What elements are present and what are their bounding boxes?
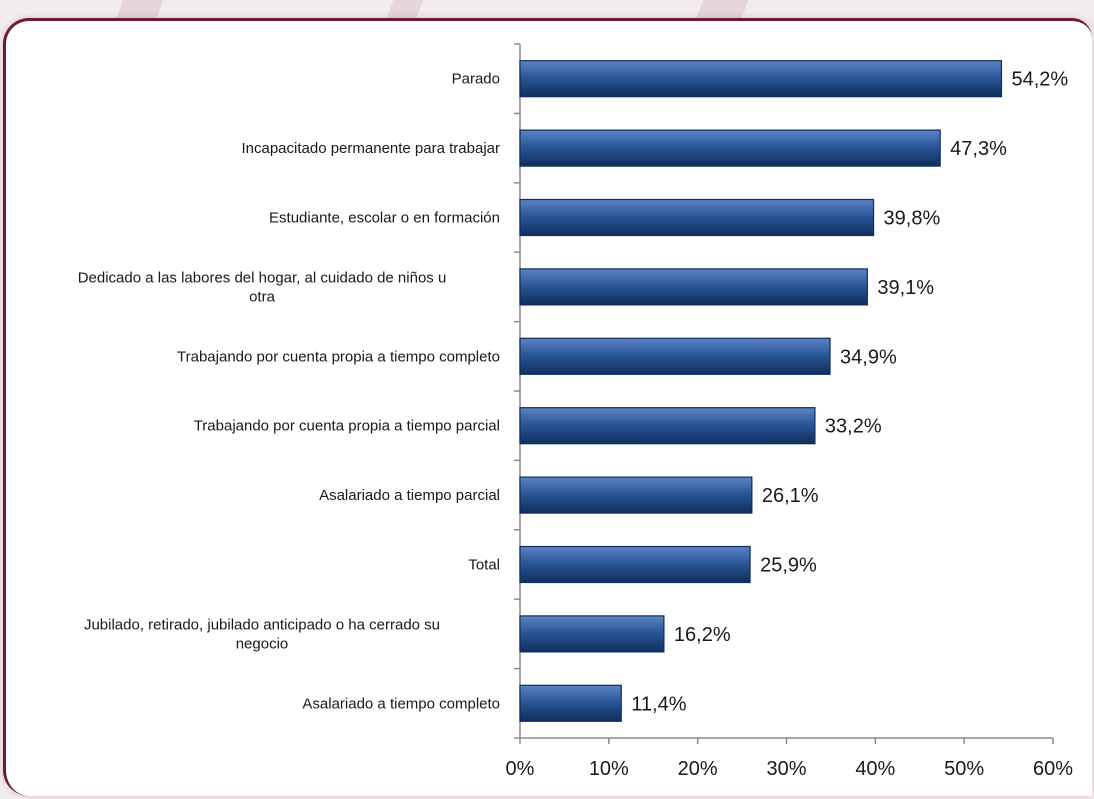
- bar: [519, 615, 665, 653]
- category-label: Jubilado, retirado, jubilado anticipado …: [84, 616, 440, 652]
- category-label: Trabajando por cuenta propia a tiempo co…: [177, 348, 500, 365]
- data-label: 39,8%: [884, 208, 941, 230]
- data-label: 54,2%: [1011, 69, 1068, 91]
- bar: [519, 476, 753, 514]
- bar: [519, 545, 751, 584]
- data-label: 11,4%: [631, 693, 686, 715]
- x-tick-label: 60%: [1033, 758, 1073, 780]
- data-label: 26,1%: [762, 485, 819, 507]
- data-label: 34,9%: [840, 346, 897, 368]
- data-label: 25,9%: [760, 555, 817, 577]
- bar: [519, 268, 868, 306]
- category-label-line: Trabajando por cuenta propia a tiempo co…: [177, 348, 500, 365]
- x-tick-label: 20%: [678, 758, 718, 780]
- x-tick-label: 40%: [855, 758, 895, 780]
- category-label: Total: [468, 557, 500, 574]
- bar: [519, 407, 816, 445]
- category-label-line: Trabajando por cuenta propia a tiempo pa…: [194, 418, 500, 435]
- x-tick-label: 10%: [589, 758, 629, 780]
- bar: [519, 337, 831, 375]
- bar: [519, 684, 622, 722]
- plot-area: 0% 10% 20% 30% 40% 50% 60% 54,2% Parado 47,3% Inca…: [78, 43, 1073, 780]
- category-label-line: Jubilado, retirado, jubilado anticipado …: [84, 616, 440, 633]
- category-label-line: Parado: [452, 71, 500, 88]
- category-label: Parado: [452, 71, 500, 88]
- data-label: 16,2%: [674, 624, 731, 646]
- bar: [519, 60, 1003, 98]
- category-label: Asalariado a tiempo parcial: [319, 487, 500, 504]
- x-tick-label: 50%: [944, 758, 984, 780]
- category-label: Asalariado a tiempo completo: [302, 695, 500, 712]
- data-label: 47,3%: [950, 138, 1007, 160]
- category-label-line: Estudiante, escolar o en formación: [269, 210, 500, 227]
- x-tick-label: 0%: [506, 758, 535, 780]
- category-label-line: Incapacitado permanente para trabajar: [241, 140, 500, 157]
- category-label-line: Asalariado a tiempo completo: [302, 695, 500, 712]
- bar: [519, 198, 875, 237]
- category-label-line: Dedicado a las labores del hogar, al cui…: [78, 269, 447, 286]
- category-label-line: negocio: [236, 635, 289, 652]
- category-label-line: Total: [468, 557, 500, 574]
- category-label: Estudiante, escolar o en formación: [269, 210, 500, 227]
- category-label: Dedicado a las labores del hogar, al cui…: [78, 269, 447, 305]
- data-label: 33,2%: [825, 416, 882, 438]
- category-label: Trabajando por cuenta propia a tiempo pa…: [194, 418, 500, 435]
- category-label-line: Asalariado a tiempo parcial: [319, 487, 500, 504]
- x-tick-label: 30%: [766, 758, 806, 780]
- bar: [519, 129, 941, 167]
- category-label-line: otra: [249, 288, 276, 305]
- category-label: Incapacitado permanente para trabajar: [241, 140, 500, 157]
- data-label: 39,1%: [877, 277, 934, 299]
